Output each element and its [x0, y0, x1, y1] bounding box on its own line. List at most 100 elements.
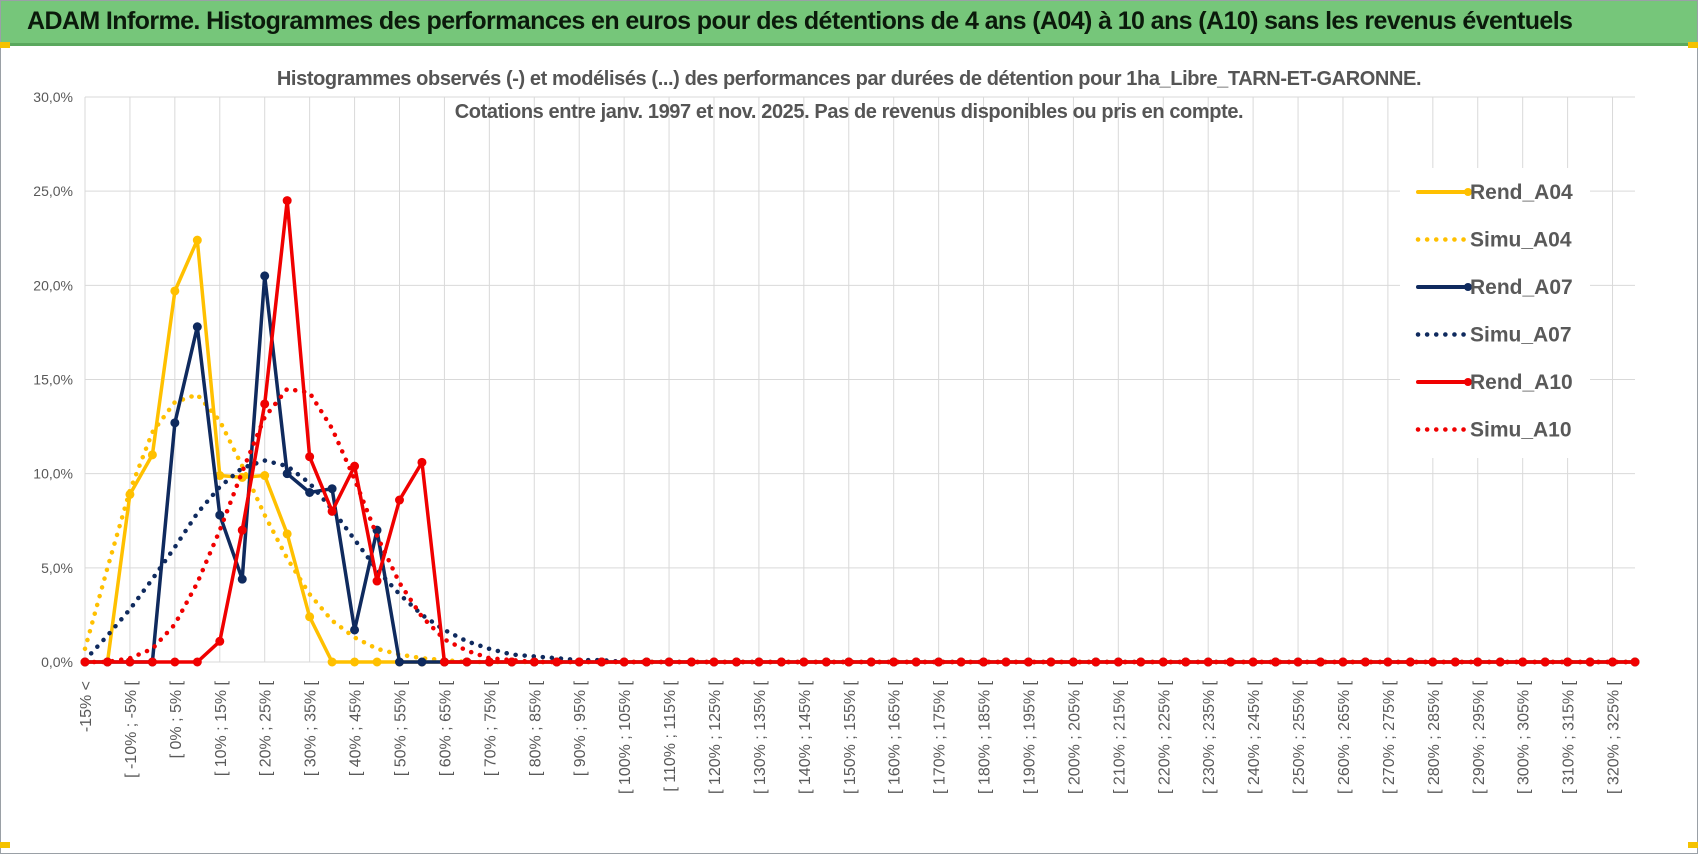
x-tick-label: [ 140% ; 145% [: [797, 680, 814, 794]
x-tick-label: [ 300% ; 305% [: [1516, 680, 1533, 794]
x-tick-label: [ 10% ; 15% [: [213, 680, 230, 776]
data-point: [260, 471, 270, 481]
x-tick-label: [ 260% ; 265% [: [1336, 680, 1353, 794]
data-point: [305, 452, 315, 462]
legend-label: Rend_A04: [1470, 181, 1573, 204]
series-line: [82, 386, 1638, 665]
data-point: [327, 506, 337, 516]
data-point: [282, 469, 292, 479]
legend-entry: Rend_A10: [1416, 371, 1573, 394]
legend-entry: Simu_A07: [1415, 324, 1572, 347]
x-tick-label: -15% <: [78, 681, 95, 732]
legend-label: Simu_A10: [1470, 419, 1572, 442]
corner-mark-bottom-right: [1688, 842, 1698, 848]
data-point: [350, 461, 360, 471]
legend-entry: Rend_A04: [1416, 181, 1573, 204]
legend-entry: Simu_A04: [1415, 229, 1572, 252]
x-tick-label: [ 130% ; 135% [: [752, 680, 769, 794]
data-point: [372, 657, 382, 667]
x-tick-label: [ 30% ; 35% [: [303, 680, 320, 776]
corner-mark-top-left: [0, 42, 10, 48]
x-tick-label: [ 170% ; 175% [: [932, 680, 949, 794]
data-point: [394, 495, 404, 505]
corner-mark-bottom-left: [0, 842, 10, 848]
data-point: [350, 625, 360, 635]
legend-box: [1400, 168, 1590, 458]
data-point: [147, 657, 157, 667]
data-point: [215, 510, 225, 520]
data-point: [327, 657, 337, 667]
data-point: [192, 235, 202, 245]
data-point: [417, 657, 427, 667]
x-tick-label: [ 240% ; 245% [: [1246, 680, 1263, 794]
x-tick-label: [ 200% ; 205% [: [1066, 680, 1083, 794]
data-point: [305, 612, 315, 622]
y-tick-label: 10,0%: [33, 466, 73, 482]
x-tick-label: [ 120% ; 125% [: [707, 680, 724, 794]
data-point: [350, 657, 360, 667]
legend-marker: [1464, 188, 1472, 196]
x-tick-label: [ 0% ; 5% [: [168, 680, 185, 758]
x-tick-label: [ 320% ; 325% [: [1606, 680, 1623, 794]
y-tick-label: 25,0%: [33, 183, 73, 199]
data-point: [170, 657, 180, 667]
series-simu-a10: [82, 386, 1638, 665]
x-tick-label: [ 290% ; 295% [: [1471, 680, 1488, 794]
data-point: [237, 525, 247, 535]
data-point: [305, 488, 315, 497]
x-tick-label: [ 160% ; 165% [: [887, 680, 904, 794]
data-point: [260, 271, 270, 281]
x-tick-label: [ 90% ; 95% [: [572, 680, 589, 776]
legend-label: Simu_A04: [1470, 229, 1572, 252]
x-tick-label: [ 180% ; 185% [: [977, 680, 994, 794]
x-tick-label: [ 250% ; 255% [: [1291, 680, 1308, 794]
report-title: ADAM Informe. Histogrammes des performan…: [27, 7, 1573, 35]
x-tick-label: [ 40% ; 45% [: [348, 680, 365, 776]
chart-subtitle: Cotations entre janv. 1997 et nov. 2025.…: [454, 101, 1244, 123]
x-tick-label: [ 80% ; 85% [: [527, 680, 544, 776]
x-tick-label: [ 190% ; 195% [: [1021, 680, 1038, 794]
data-point: [215, 636, 225, 646]
x-tick-label: [ 20% ; 25% [: [258, 680, 275, 776]
x-tick-label: [ -10% ; -5% [: [123, 680, 140, 777]
data-point: [394, 657, 404, 667]
legend-label: Rend_A07: [1470, 276, 1573, 299]
data-point: [237, 574, 247, 584]
data-point: [417, 457, 427, 467]
y-tick-label: 20,0%: [33, 277, 73, 293]
data-point: [147, 450, 157, 460]
legend-entry: Simu_A10: [1415, 419, 1572, 442]
data-point: [462, 657, 472, 667]
x-tick-label: [ 310% ; 315% [: [1561, 680, 1578, 794]
gridlines: [84, 96, 1635, 663]
data-point: [439, 657, 449, 667]
data-point: [192, 657, 202, 667]
data-point: [282, 196, 292, 206]
data-point: [170, 286, 180, 296]
legend-marker: [1464, 378, 1472, 386]
data-point: [192, 322, 202, 332]
y-tick-label: 5,0%: [41, 560, 73, 576]
x-tick-label: [ 230% ; 235% [: [1201, 680, 1218, 794]
legend-label: Simu_A07: [1470, 324, 1572, 347]
y-tick-label: 0,0%: [41, 654, 73, 670]
x-tick-label: [ 70% ; 75% [: [482, 680, 499, 776]
corner-mark-top-right: [1688, 42, 1698, 48]
x-tick-label: [ 270% ; 275% [: [1381, 680, 1398, 794]
chart-title: Histogrammes observés (-) et modélisés (…: [276, 68, 1422, 90]
y-tick-label: 15,0%: [33, 372, 73, 388]
data-point: [170, 418, 180, 428]
legend-entry: Rend_A07: [1416, 276, 1573, 299]
legend-label: Rend_A10: [1470, 371, 1573, 394]
x-tick-label: [ 150% ; 155% [: [842, 680, 859, 794]
x-tick-label: [ 220% ; 225% [: [1156, 680, 1173, 794]
x-tick-label: [ 280% ; 285% [: [1426, 680, 1443, 794]
data-point: [327, 484, 337, 494]
x-tick-label: [ 100% ; 105% [: [617, 680, 634, 794]
x-tick-label: [ 60% ; 65% [: [437, 680, 454, 776]
data-point: [282, 529, 292, 539]
legend-marker: [1464, 283, 1472, 291]
report-banner: ADAM Informe. Histogrammes des performan…: [1, 1, 1697, 46]
data-point: [372, 576, 382, 586]
